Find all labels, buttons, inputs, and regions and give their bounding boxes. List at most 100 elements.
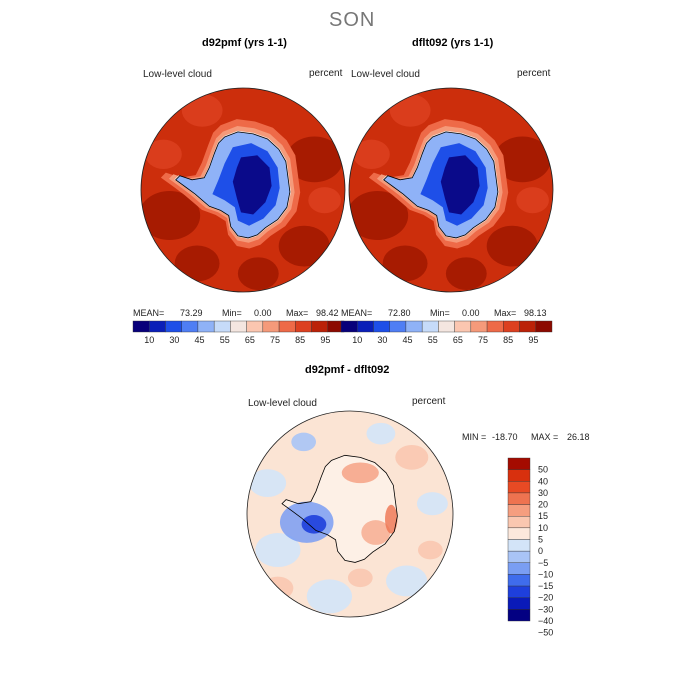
colorbar-cell bbox=[454, 320, 472, 333]
colorbar-tick-label: 30 bbox=[377, 335, 387, 345]
colorbar-cell bbox=[278, 320, 296, 333]
season-title: SON bbox=[329, 9, 376, 31]
colorbar-cell bbox=[197, 320, 215, 333]
coast-positive bbox=[341, 462, 379, 484]
diff-patch bbox=[416, 492, 448, 516]
colorbar-tick-label: 30 bbox=[169, 335, 179, 345]
colorbar-tick-label: 30 bbox=[538, 488, 548, 498]
diff-patch bbox=[395, 444, 429, 470]
panel-2-map bbox=[348, 87, 554, 293]
colorbar-tick-label: −40 bbox=[538, 616, 553, 626]
colorbar-cell bbox=[132, 320, 150, 333]
diff-patch bbox=[249, 469, 287, 498]
east-positive bbox=[385, 504, 398, 534]
cloud-patch bbox=[141, 191, 201, 240]
panel-2-min-label: Min= bbox=[430, 308, 450, 318]
panel-2-max-label: Max= bbox=[494, 308, 517, 318]
colorbar-cell bbox=[507, 469, 531, 482]
colorbar-cell bbox=[535, 320, 553, 333]
cloud-patch bbox=[516, 187, 549, 214]
diff-min-label: MIN = bbox=[462, 432, 487, 442]
cloud-patch bbox=[285, 136, 343, 183]
colorbar-cell bbox=[519, 320, 536, 333]
colorbar-cell bbox=[181, 320, 199, 333]
cloud-patch bbox=[389, 94, 431, 127]
colorbar-cell bbox=[357, 320, 374, 333]
continent-core bbox=[440, 155, 480, 215]
map-border bbox=[246, 410, 454, 618]
colorbar-tick-label: 95 bbox=[528, 335, 538, 345]
colorbar-tick-label: 20 bbox=[538, 500, 548, 510]
diff-variable-label: Low-level cloud bbox=[248, 398, 317, 409]
colorbar-cell bbox=[507, 504, 531, 517]
cloud-patch bbox=[181, 94, 223, 127]
cloud-patch bbox=[278, 225, 330, 267]
colorbar-tick-label: −5 bbox=[538, 558, 548, 568]
panel-2-mean-label: MEAN= bbox=[341, 308, 373, 318]
panel-1-units-label: percent bbox=[309, 68, 343, 79]
colorbar-cell bbox=[405, 320, 423, 333]
colorbar-tick-label: 45 bbox=[403, 335, 413, 345]
colorbar-tick-label: 40 bbox=[538, 476, 548, 486]
colorbar-tick-label: 65 bbox=[245, 335, 255, 345]
diff-patch bbox=[417, 540, 443, 560]
colorbar-tick-label: −20 bbox=[538, 593, 553, 603]
cloud-patch bbox=[486, 225, 538, 267]
colorbar-tick-label: −10 bbox=[538, 569, 553, 579]
colorbar-tick-label: 85 bbox=[503, 335, 513, 345]
colorbar-cell bbox=[340, 320, 358, 333]
panel-1-min-label: Min= bbox=[222, 308, 242, 318]
panel-1-mean-value: 73.29 bbox=[180, 308, 203, 318]
colorbar-cell bbox=[507, 597, 531, 610]
cloud-patch bbox=[237, 257, 279, 290]
diff-patch bbox=[255, 533, 301, 568]
colorbar-cell bbox=[507, 609, 531, 622]
colorbar-tick-label: 85 bbox=[295, 335, 305, 345]
panel-1-map bbox=[140, 87, 346, 293]
diff-units-label: percent bbox=[412, 396, 446, 407]
colorbar-cell bbox=[507, 516, 531, 529]
colorbar-tick-label: −50 bbox=[538, 628, 553, 638]
colorbar-cell bbox=[507, 527, 531, 540]
colorbar-tick-label: 95 bbox=[320, 335, 330, 345]
cloud-patch bbox=[349, 191, 409, 240]
diff-patch bbox=[347, 568, 373, 588]
colorbar-tick-label: 15 bbox=[538, 511, 548, 521]
panel-1-max-value: 98.42 bbox=[316, 308, 339, 318]
colorbar-tick-label: 10 bbox=[144, 335, 154, 345]
colorbar-cell bbox=[507, 457, 531, 470]
colorbar-cell bbox=[295, 320, 312, 333]
panel-1-mean-label: MEAN= bbox=[133, 308, 165, 318]
colorbar-cell bbox=[507, 492, 531, 505]
diff-max-label: MAX = bbox=[531, 432, 559, 442]
colorbar-tick-label: 5 bbox=[538, 535, 543, 545]
peninsula-negative-core bbox=[301, 515, 327, 534]
map-border bbox=[348, 87, 554, 293]
colorbar-cell bbox=[507, 574, 531, 587]
coastline bbox=[175, 131, 291, 239]
panel-2-colorbar: 10 30 45 55 65 75 85 95 bbox=[340, 320, 553, 345]
colorbar-cell bbox=[503, 320, 520, 333]
panel-1-colorbar: 10 30 45 55 65 75 85 95 bbox=[132, 320, 345, 345]
cloud-patch bbox=[145, 139, 182, 169]
colorbar-cell bbox=[507, 562, 531, 575]
panel-1-max-label: Max= bbox=[286, 308, 309, 318]
colorbar-cell bbox=[213, 320, 231, 333]
colorbar-cell bbox=[486, 320, 504, 333]
colorbar-tick-label: 55 bbox=[428, 335, 438, 345]
colorbar-cell bbox=[421, 320, 439, 333]
panel-2-title: dflt092 (yrs 1-1) bbox=[412, 37, 494, 49]
colorbar-cell bbox=[246, 320, 264, 333]
continent-core bbox=[232, 155, 272, 215]
colorbar-cell bbox=[230, 320, 247, 333]
colorbar-cell bbox=[311, 320, 328, 333]
panel-1-min-value: 0.00 bbox=[254, 308, 272, 318]
colorbar-tick-label: −15 bbox=[538, 581, 553, 591]
colorbar-cell bbox=[373, 320, 390, 333]
cloud-patch bbox=[445, 257, 487, 290]
colorbar-tick-label: 55 bbox=[220, 335, 230, 345]
panel-2-units-label: percent bbox=[517, 68, 551, 79]
colorbar-cell bbox=[507, 539, 531, 552]
